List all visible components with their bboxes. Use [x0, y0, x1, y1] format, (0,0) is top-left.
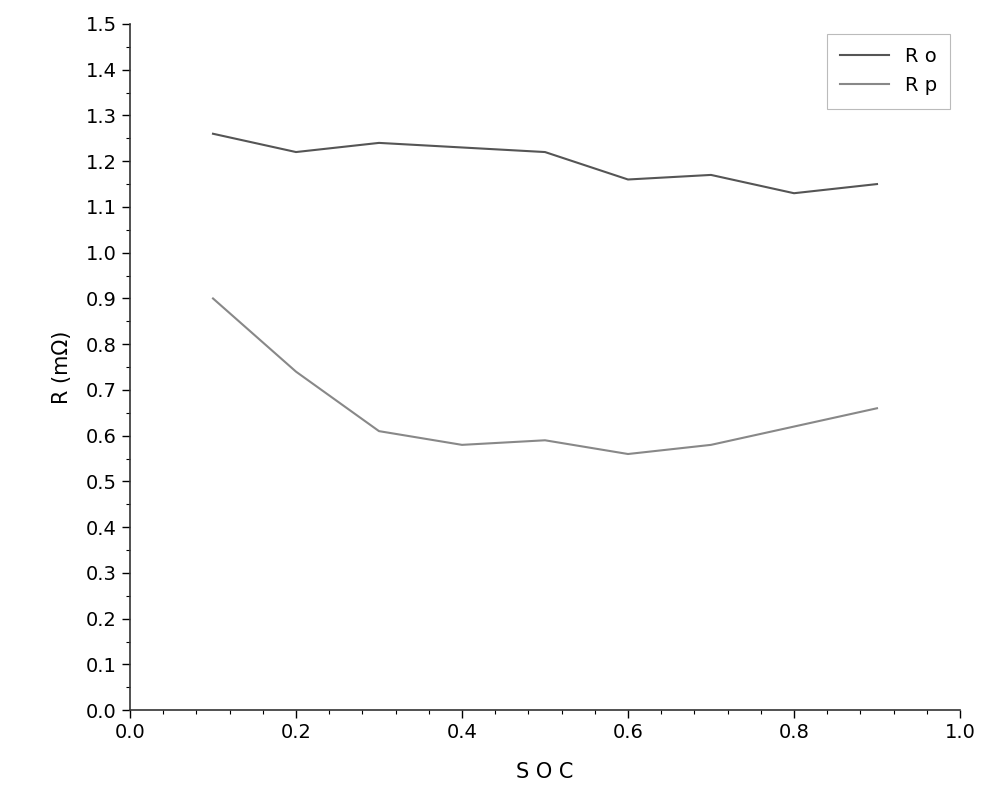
R p [705, 440, 717, 449]
R p [622, 449, 634, 459]
Legend: R o, R p: R o, R p [827, 34, 950, 109]
R o [622, 175, 634, 184]
Line: R p: R p [213, 298, 877, 454]
R p [373, 426, 385, 436]
R o [207, 129, 219, 139]
R p [290, 367, 302, 377]
R p [539, 436, 551, 445]
R p [871, 404, 883, 413]
Line: R o: R o [213, 134, 877, 193]
R o [788, 188, 800, 198]
X-axis label: S O C: S O C [516, 762, 574, 782]
R p [788, 422, 800, 432]
R o [290, 148, 302, 157]
R o [871, 180, 883, 189]
R p [456, 440, 468, 449]
R o [456, 143, 468, 152]
R p [207, 294, 219, 303]
R o [373, 138, 385, 148]
Y-axis label: R (mΩ): R (mΩ) [52, 330, 72, 404]
R o [705, 170, 717, 180]
R o [539, 148, 551, 157]
